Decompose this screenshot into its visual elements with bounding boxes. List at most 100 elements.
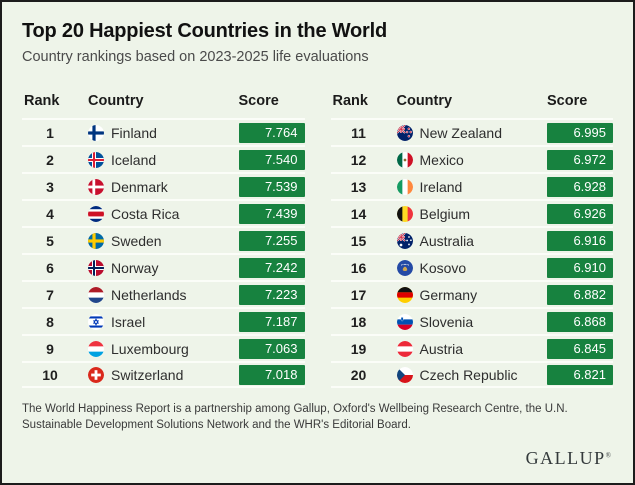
flag-icon-mx [396,151,413,168]
table-body-left: 1 Finland 7.764 2 Iceland 7.540 3 Denmark 7.539 4… [22,118,305,388]
country-cell: Finland [88,124,229,141]
score-cell: 7.242 [238,257,305,278]
flag-icon-cr [88,205,104,222]
score-cell: 6.868 [547,311,613,332]
score-badge: 7.063 [238,338,305,359]
table-body-right: 11 New Zealand 6.995 12 Mexico 6.972 13 Ireland… [330,118,613,388]
country-cell: Norway [88,259,229,276]
country-cell: Sweden [88,232,229,249]
rank-value: 8 [46,313,54,330]
score-cell: 6.821 [547,364,613,385]
score-cell: 6.916 [547,230,613,251]
score-badge: 7.255 [238,230,305,251]
score-badge: 6.928 [547,176,613,197]
rankings-table-left: Rank Country Score 1 Finland 7.764 2 Iceland… [22,93,305,388]
gallup-logo: GALLUP [525,448,606,468]
country-cell: New Zealand [396,124,538,141]
table-row: 5 Sweden 7.255 [22,226,305,253]
country-cell: Luxembourg [88,340,229,357]
flag-icon-nz [396,124,413,141]
score-badge: 6.916 [547,230,613,251]
rank-value: 19 [350,340,367,357]
score-cell: 7.764 [238,122,305,143]
table-row: 16 Kosovo 6.910 [330,253,613,280]
flag-icon-au [396,232,413,249]
country-name: Denmark [111,178,168,195]
table-header: Rank Country Score [22,93,305,118]
flag-icon-dk [88,178,104,195]
rank-value: 15 [350,232,367,249]
score-badge: 6.845 [547,338,613,359]
brand-row: GALLUP® [526,448,611,469]
country-name: Ireland [419,178,463,195]
flag-icon-si [396,313,413,330]
header-score: Score [238,93,279,109]
score-badge: 6.926 [547,203,613,224]
country-name: Kosovo [419,259,467,276]
table-row: 18 Slovenia 6.868 [330,307,613,334]
country-name: New Zealand [419,124,503,141]
country-name: Israel [111,313,146,330]
country-cell: Belgium [396,205,538,222]
table-row: 6 Norway 7.242 [22,253,305,280]
country-name: Belgium [419,205,471,222]
country-name: Finland [111,124,157,141]
flag-icon-is [88,151,104,168]
header-country: Country [396,93,453,109]
country-cell: Czech Republic [396,366,538,383]
score-badge: 7.242 [238,257,305,278]
score-badge: 7.223 [238,284,305,305]
score-badge: 7.764 [238,122,305,143]
table-row: 13 Ireland 6.928 [330,172,613,199]
country-cell: Kosovo [396,259,538,276]
score-cell: 6.910 [547,257,613,278]
flag-icon-lu [88,340,104,357]
rank-value: 10 [42,366,58,383]
country-cell: Israel [88,313,229,330]
rank-value: 6 [46,259,54,276]
table-row: 4 Costa Rica 7.439 [22,199,305,226]
table-row: 1 Finland 7.764 [22,118,305,145]
country-name: Luxembourg [111,340,189,357]
flag-icon-at [396,340,413,357]
flag-icon-no [88,259,104,276]
table-row: 19 Austria 6.845 [330,334,613,361]
header-score: Score [547,93,588,109]
country-name: Netherlands [111,286,187,303]
score-cell: 7.540 [238,149,305,170]
rank-value: 3 [46,178,54,195]
country-name: Sweden [111,232,162,249]
country-cell: Denmark [88,178,229,195]
rank-value: 12 [350,151,367,168]
table-row: 14 Belgium 6.926 [330,199,613,226]
score-badge: 7.540 [238,149,305,170]
score-cell: 6.926 [547,203,613,224]
rank-value: 7 [46,286,54,303]
rank-value: 2 [46,151,54,168]
flag-icon-il [88,313,104,330]
score-cell: 7.018 [238,364,305,385]
source-footnote: The World Happiness Report is a partners… [22,403,568,431]
flag-icon-cz [396,366,413,383]
table-row: 8 Israel 7.187 [22,307,305,334]
country-cell: Austria [396,340,538,357]
country-cell: Ireland [396,178,538,195]
score-badge: 6.882 [547,284,613,305]
table-row: 10 Switzerland 7.018 [22,361,305,388]
rank-value: 1 [46,124,54,141]
rank-value: 9 [46,340,54,357]
country-name: Switzerland [111,366,184,383]
score-badge: 6.972 [547,149,613,170]
table-row: 11 New Zealand 6.995 [330,118,613,145]
country-cell: Switzerland [88,366,229,383]
country-name: Norway [111,259,159,276]
score-badge: 6.868 [547,311,613,332]
flag-icon-be [396,205,413,222]
header-rank: Rank [332,93,368,109]
score-cell: 7.223 [238,284,305,305]
country-name: Germany [419,286,478,303]
flag-icon-xk [396,259,413,276]
country-cell: Costa Rica [88,205,229,222]
table-row: 2 Iceland 7.540 [22,145,305,172]
